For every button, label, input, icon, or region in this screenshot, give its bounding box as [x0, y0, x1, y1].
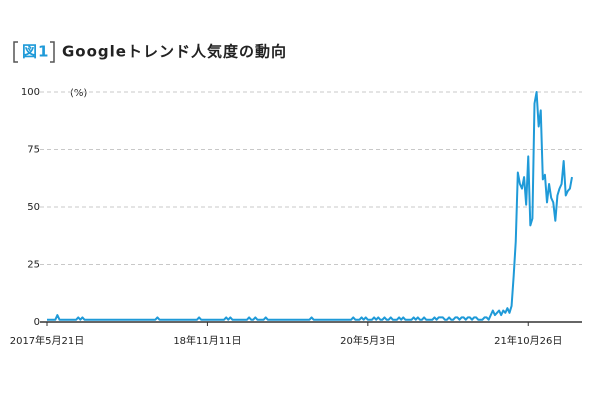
y-unit: (%) [70, 88, 87, 99]
bracket-left [13, 41, 18, 63]
x-tick-label: 21年10月26日 [494, 334, 562, 347]
x-tick-label: 18年11月11日 [173, 334, 241, 347]
x-tick-label: 20年5月3日 [340, 334, 395, 347]
figure-label: 図1 [22, 43, 49, 61]
y-tick-label: 50 [27, 202, 40, 213]
y-tick-label: 75 [27, 145, 40, 156]
y-tick-label: 0 [34, 317, 40, 328]
x-tick-label: 2017年5月21日 [10, 334, 85, 347]
series-line [47, 91, 573, 321]
y-tick-label: 25 [27, 260, 40, 271]
chart-title: Googleトレンド人気度の動向 [62, 43, 287, 61]
y-tick-label: 100 [21, 87, 40, 98]
bracket-right [50, 41, 55, 63]
